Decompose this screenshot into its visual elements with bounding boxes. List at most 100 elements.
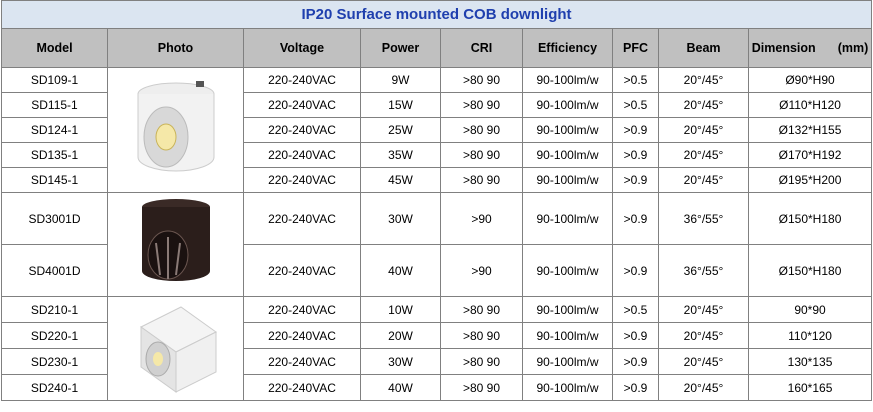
data-row: SD3001D 220-240VAC 30W >90 90-100lm/w >0.9 36… [1,192,873,297]
cell: SD230-1 [1,348,108,375]
cell: 220-240VAC [243,92,361,118]
cell: 220-240VAC [243,142,361,168]
cell: >80 90 [440,348,523,375]
cell: SD109-1 [1,67,108,93]
cell: SD115-1 [1,92,108,118]
cell: 220-240VAC [243,374,361,401]
photo-cylinder-white [137,80,214,171]
cell: >0.5 [612,296,659,323]
cell: >80 90 [440,322,523,349]
cell: 90-100lm/w [522,167,613,193]
cell: 160*165 [747,374,873,401]
header-cell: Efficiency [522,28,613,68]
cell: 40W [360,374,441,401]
cell: >0.9 [612,374,659,401]
header-cell: Power [360,28,441,68]
cell: 220-240VAC [243,167,361,193]
photo-square-white [139,306,217,393]
cell: 90-100lm/w [522,322,613,349]
cell: 20°/45° [658,167,749,193]
cell: 9W [360,67,441,93]
photo-cell [107,192,244,297]
photo-cell [107,296,244,401]
cell: 90-100lm/w [522,374,613,401]
cell: SD4001D [1,244,108,297]
header-cell: Beam [658,28,749,68]
header-cell: Photo [107,28,244,68]
cell: 110*120 [747,322,873,349]
cell: >0.9 [612,117,659,143]
header-cell: Dimension (mm) [747,28,873,68]
cell: 20°/45° [658,92,749,118]
cell: 30W [360,192,441,245]
cell: >0.9 [612,192,659,245]
data-row: SD115-1 220-240VAC 15W >80 90 90-100lm/w >0.5… [1,92,873,118]
cell: SD3001D [1,192,108,245]
cell: 90-100lm/w [522,296,613,323]
cell: >80 90 [440,117,523,143]
cell: Ø170*H192 [747,142,873,168]
cell: 220-240VAC [243,192,361,245]
cell: >80 90 [440,167,523,193]
data-row: SD135-1 220-240VAC 35W >80 90 90-100lm/w >0.9… [1,142,873,168]
photo-cell [107,67,244,193]
spec-table: IP20 Surface mounted COB downlight Model… [0,0,873,401]
cell: 20°/45° [658,322,749,349]
cell: 90-100lm/w [522,92,613,118]
cell: 30W [360,348,441,375]
cell: >80 90 [440,374,523,401]
cell: 36°/55° [658,244,749,297]
cell: >0.9 [612,322,659,349]
cell: 90-100lm/w [522,244,613,297]
data-row: SD210-1 220-240VAC 10W >80 90 90-100lm/w >0.… [1,296,873,401]
data-row: SD124-1 220-240VAC 25W >80 90 90-100lm/w >0.9… [1,117,873,143]
cell: >0.5 [612,92,659,118]
cell: >0.9 [612,348,659,375]
cell: 220-240VAC [243,296,361,323]
header-row: Model Photo Voltage Power CRI Efficiency PFC Be… [1,28,873,68]
cell: 20°/45° [658,374,749,401]
cell: Ø110*H120 [747,92,873,118]
header-cell: Model [1,28,108,68]
cell: 90-100lm/w [522,192,613,245]
cell: SD240-1 [1,374,108,401]
cell: >90 [440,244,523,297]
cell: 220-240VAC [243,244,361,297]
cell: >0.9 [612,142,659,168]
cell: 220-240VAC [243,322,361,349]
cell: 20°/45° [658,142,749,168]
cell: 35W [360,142,441,168]
cell: >80 90 [440,67,523,93]
cell: 40W [360,244,441,297]
cell: 15W [360,92,441,118]
header-cell: CRI [440,28,523,68]
cell: Ø150*H180 [747,244,873,297]
cell: >80 90 [440,296,523,323]
cell: SD220-1 [1,322,108,349]
cell: SD135-1 [1,142,108,168]
cell: 10W [360,296,441,323]
cell: 220-240VAC [243,67,361,93]
cell: 20°/45° [658,348,749,375]
cell: 20°/45° [658,296,749,323]
table-title: IP20 Surface mounted COB downlight [0,0,873,29]
cell: 220-240VAC [243,348,361,375]
cell: >0.9 [612,244,659,297]
data-row: SD230-1 220-240VAC 30W >80 90 90-100lm/w >0.9… [1,348,873,375]
data-row: SD4001D 220-240VAC 40W >90 90-100lm/w >0.9 36°… [1,244,873,297]
cell: 90-100lm/w [522,348,613,375]
cell: 90-100lm/w [522,117,613,143]
cell: >80 90 [440,142,523,168]
cell: Ø132*H155 [747,117,873,143]
data-row: SD240-1 220-240VAC 40W >80 90 90-100lm/w >0.9… [1,374,873,401]
cell: 20°/45° [658,117,749,143]
header-cell: PFC [612,28,659,68]
cell: 20°/45° [658,67,749,93]
cell: 36°/55° [658,192,749,245]
cell: 220-240VAC [243,117,361,143]
cell: 90-100lm/w [522,67,613,93]
data-row: SD220-1 220-240VAC 20W >80 90 90-100lm/w >0.9… [1,322,873,349]
header-unit: (mm) [837,41,869,55]
cell: SD124-1 [1,117,108,143]
photo-cylinder-black [141,199,210,281]
